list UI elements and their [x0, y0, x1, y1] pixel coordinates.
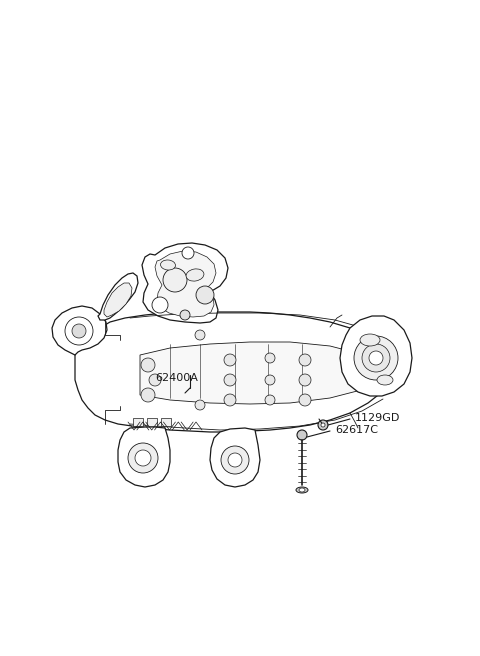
Ellipse shape: [360, 334, 380, 346]
Circle shape: [141, 388, 155, 402]
Polygon shape: [98, 273, 138, 320]
Ellipse shape: [377, 375, 393, 385]
FancyBboxPatch shape: [147, 418, 157, 426]
Text: 62400A: 62400A: [155, 373, 198, 383]
Polygon shape: [118, 427, 170, 487]
Circle shape: [224, 394, 236, 406]
Ellipse shape: [296, 487, 308, 493]
Circle shape: [369, 351, 383, 365]
Circle shape: [72, 324, 86, 338]
Polygon shape: [140, 342, 390, 404]
Circle shape: [135, 450, 151, 466]
Polygon shape: [104, 283, 132, 317]
Circle shape: [299, 374, 311, 386]
Circle shape: [196, 286, 214, 304]
Ellipse shape: [160, 260, 176, 270]
Circle shape: [265, 375, 275, 385]
Circle shape: [195, 400, 205, 410]
Circle shape: [299, 394, 311, 406]
Circle shape: [265, 353, 275, 363]
Circle shape: [265, 395, 275, 405]
Polygon shape: [210, 428, 260, 487]
Circle shape: [182, 247, 194, 259]
Circle shape: [224, 374, 236, 386]
Circle shape: [318, 420, 328, 430]
Circle shape: [297, 430, 307, 440]
Circle shape: [65, 317, 93, 345]
Text: 62617C: 62617C: [335, 425, 378, 435]
Circle shape: [152, 297, 168, 313]
Polygon shape: [52, 306, 107, 355]
Polygon shape: [340, 316, 412, 396]
Circle shape: [141, 358, 155, 372]
Polygon shape: [142, 243, 228, 323]
FancyBboxPatch shape: [161, 418, 171, 426]
Circle shape: [354, 336, 398, 380]
Circle shape: [163, 268, 187, 292]
Circle shape: [321, 423, 325, 427]
Polygon shape: [75, 312, 402, 432]
Circle shape: [128, 443, 158, 473]
Circle shape: [299, 354, 311, 366]
FancyBboxPatch shape: [133, 418, 143, 426]
Circle shape: [180, 310, 190, 320]
Ellipse shape: [299, 488, 305, 492]
Circle shape: [224, 354, 236, 366]
Circle shape: [195, 330, 205, 340]
Text: 1129GD: 1129GD: [355, 413, 400, 423]
Circle shape: [149, 374, 161, 386]
Ellipse shape: [186, 269, 204, 281]
Circle shape: [228, 453, 242, 467]
Circle shape: [362, 344, 390, 372]
Polygon shape: [155, 251, 216, 317]
Circle shape: [221, 446, 249, 474]
